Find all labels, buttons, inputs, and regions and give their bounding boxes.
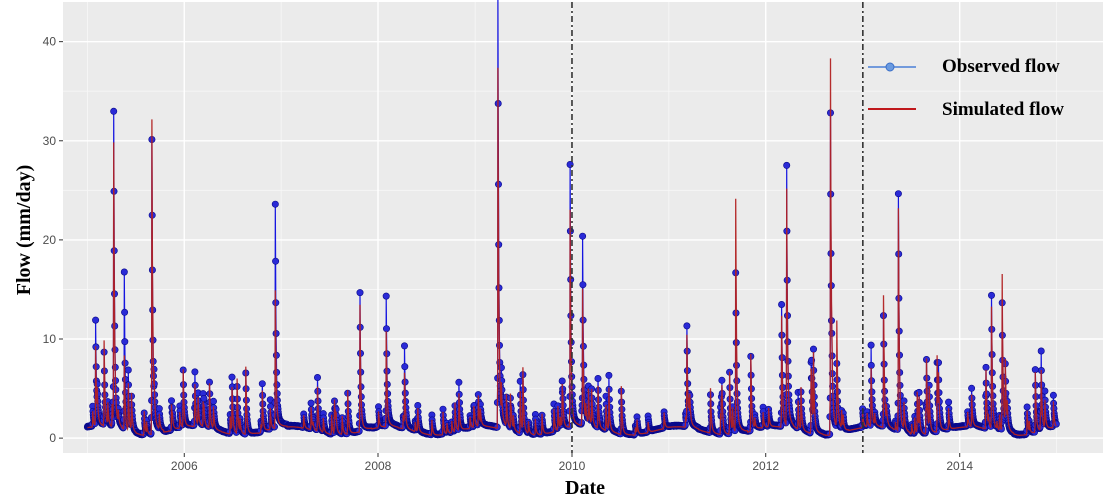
observed-point (1037, 347, 1045, 355)
observed-point (228, 373, 236, 381)
x-tick-label: 2006 (171, 459, 198, 473)
y-tick-label: 0 (49, 431, 56, 445)
observed-point (356, 289, 364, 297)
observed-point (1023, 403, 1031, 411)
observed-point (258, 380, 266, 388)
y-axis: 0 10 20 30 40 (43, 35, 63, 445)
x-tick-label: 2012 (752, 459, 779, 473)
observed-point (307, 399, 315, 407)
legend-observed-label: Observed flow (942, 56, 1060, 77)
observed-point (867, 361, 875, 369)
y-axis-title: Flow (mm/day) (13, 165, 35, 296)
observed-point (382, 292, 390, 300)
observed-point (400, 342, 408, 350)
x-tick-label: 2014 (946, 459, 973, 473)
observed-point (579, 281, 587, 289)
x-axis-title: Date (565, 477, 605, 499)
observed-point (987, 291, 995, 299)
observed-point (271, 200, 279, 208)
observed-point (110, 107, 118, 115)
observed-point (594, 374, 602, 382)
observed-point (783, 161, 791, 169)
observed-point (382, 325, 390, 333)
observed-point (579, 232, 587, 240)
observed-point (124, 366, 132, 374)
major-gridlines (63, 2, 1103, 453)
observed-point (455, 378, 463, 386)
observed-point (558, 377, 566, 385)
legend-observed-marker (885, 62, 895, 72)
observed-point (894, 190, 902, 198)
observed-point (968, 384, 976, 392)
observed-point (191, 368, 199, 376)
observed-point (120, 268, 128, 276)
observed-point (439, 405, 447, 413)
observed-point (945, 398, 953, 406)
observed-point (718, 376, 726, 384)
observed-point (200, 394, 208, 402)
observed-point (934, 359, 942, 367)
observed-point (778, 300, 786, 308)
observed-point (1041, 387, 1049, 395)
observed-point (809, 345, 817, 353)
observed-point (414, 401, 422, 409)
y-tick-label: 10 (43, 332, 57, 346)
observed-point (210, 397, 218, 405)
x-tick-label: 2008 (365, 459, 392, 473)
observed-point (313, 373, 321, 381)
observed-point (605, 371, 613, 379)
observed-point (272, 257, 280, 265)
observed-point (683, 322, 691, 330)
x-axis: 2006 2008 2010 2012 2014 (171, 453, 973, 473)
observed-point (1052, 420, 1060, 428)
observed-point (867, 341, 875, 349)
y-tick-label: 30 (43, 134, 57, 148)
x-tick-label: 2010 (559, 459, 586, 473)
observed-point (1031, 366, 1039, 374)
observed-point (121, 308, 129, 316)
observed-point (121, 338, 129, 346)
y-tick-label: 20 (43, 233, 57, 247)
y-tick-label: 40 (43, 35, 57, 49)
legend-simulated-label: Simulated flow (942, 99, 1064, 120)
observed-point (92, 316, 100, 324)
observed-point (168, 397, 176, 405)
observed-point (401, 363, 409, 371)
observed-point (1049, 391, 1057, 399)
